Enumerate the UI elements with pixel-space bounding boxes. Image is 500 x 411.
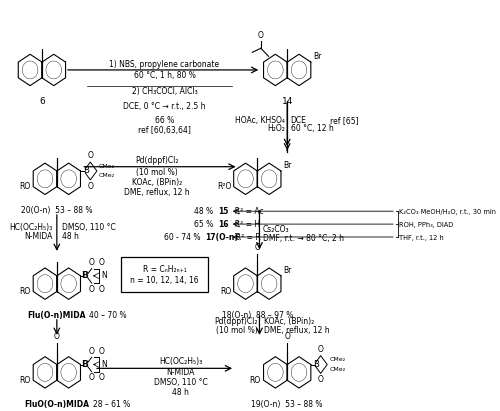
Text: KOAc, (BPin)₂: KOAc, (BPin)₂ [132, 178, 182, 187]
Text: Br: Br [284, 266, 292, 275]
Text: 48 h: 48 h [172, 388, 189, 397]
Text: N-MIDA: N-MIDA [24, 231, 52, 240]
Text: 28 – 61 %: 28 – 61 % [93, 399, 130, 409]
Text: CMe₂: CMe₂ [330, 367, 345, 372]
Text: O: O [318, 345, 324, 353]
Text: O: O [88, 182, 93, 191]
Text: 60 °C, 1 h, 80 %: 60 °C, 1 h, 80 % [134, 71, 196, 80]
Text: HOAc, KHSO₄: HOAc, KHSO₄ [235, 116, 285, 125]
Text: RO: RO [250, 376, 261, 385]
Text: Cs₂CO₃: Cs₂CO₃ [263, 225, 289, 234]
Text: DMF, r.t. → 80 °C, 2 h: DMF, r.t. → 80 °C, 2 h [263, 234, 344, 243]
Text: R = CₙH₂ₙ₊₁: R = CₙH₂ₙ₊₁ [143, 265, 186, 274]
Text: (10 mol %): (10 mol %) [136, 168, 178, 177]
Text: B: B [82, 271, 88, 280]
Text: R² = Ac: R² = Ac [230, 207, 264, 216]
Text: O: O [54, 332, 60, 341]
Text: DCE: DCE [290, 116, 306, 125]
Text: B: B [82, 166, 88, 175]
Text: O: O [88, 285, 94, 294]
Text: K₂CO₃ MeOH/H₂O, r.t., 30 min: K₂CO₃ MeOH/H₂O, r.t., 30 min [399, 209, 496, 215]
Text: Br: Br [284, 161, 292, 170]
Text: 66 %: 66 % [155, 116, 174, 125]
Text: Pd(dppf)Cl₂: Pd(dppf)Cl₂ [136, 156, 179, 165]
Text: O: O [88, 151, 93, 160]
Text: O: O [88, 258, 94, 267]
Text: O: O [88, 346, 94, 356]
Text: 15: 15 [218, 207, 228, 216]
Text: n = 10, 12, 14, 16: n = 10, 12, 14, 16 [130, 276, 199, 284]
Text: ref [65]: ref [65] [330, 116, 358, 125]
Text: KOAc, (BPin)₂: KOAc, (BPin)₂ [264, 317, 314, 326]
Text: O: O [258, 31, 264, 40]
Text: 2) CH₃COCl, AlCl₃: 2) CH₃COCl, AlCl₃ [132, 87, 198, 96]
FancyBboxPatch shape [121, 257, 208, 292]
Text: 60 - 74 %: 60 - 74 % [164, 233, 205, 242]
Text: O: O [284, 332, 290, 341]
Text: FluO(O-n)MIDA: FluO(O-n)MIDA [24, 399, 90, 409]
Text: 20(O-n)  53 – 88 %: 20(O-n) 53 – 88 % [21, 206, 92, 215]
Text: O: O [88, 374, 94, 382]
Text: R² = H: R² = H [230, 220, 260, 229]
Text: 14: 14 [282, 97, 293, 106]
Text: (10 mol %): (10 mol %) [216, 326, 258, 335]
Text: 16: 16 [218, 220, 228, 229]
Text: O: O [99, 258, 105, 267]
Text: Br: Br [314, 52, 322, 61]
Text: CMe₂: CMe₂ [99, 173, 115, 178]
Text: 60 °C, 12 h: 60 °C, 12 h [290, 124, 334, 133]
Text: 6: 6 [39, 97, 45, 106]
Text: R² = R: R² = R [230, 233, 260, 242]
Text: 48 h: 48 h [62, 231, 79, 240]
Text: RO: RO [220, 287, 231, 296]
Text: 19(O-n)  53 – 88 %: 19(O-n) 53 – 88 % [252, 399, 323, 409]
Text: ref [60,63,64]: ref [60,63,64] [138, 127, 191, 135]
Text: DME, reflux, 12 h: DME, reflux, 12 h [124, 188, 190, 197]
Text: N: N [102, 360, 107, 369]
Text: CMe₂: CMe₂ [330, 357, 345, 362]
Text: CMe₂: CMe₂ [99, 164, 115, 169]
Text: O: O [318, 375, 324, 384]
Text: ROH, PPh₃, DIAD: ROH, PPh₃, DIAD [399, 222, 453, 229]
Text: O: O [99, 346, 105, 356]
Text: THF, r.t., 12 h: THF, r.t., 12 h [399, 235, 444, 240]
Text: B: B [313, 360, 319, 369]
Text: RO: RO [20, 182, 30, 191]
Text: B: B [82, 360, 88, 369]
Text: DCE, 0 °C → r.t., 2.5 h: DCE, 0 °C → r.t., 2.5 h [124, 102, 206, 111]
Text: N-MIDA: N-MIDA [166, 368, 194, 377]
Text: HC(OC₂H₅)₃: HC(OC₂H₅)₃ [159, 357, 202, 366]
Text: DMSO, 110 °C: DMSO, 110 °C [154, 379, 208, 388]
Text: 17(O-n): 17(O-n) [205, 233, 238, 242]
Text: DMSO, 110 °C: DMSO, 110 °C [62, 223, 116, 232]
Text: O: O [99, 374, 105, 382]
Text: Pd(dppf)Cl₂: Pd(dppf)Cl₂ [214, 317, 258, 326]
Text: O: O [254, 243, 260, 252]
Text: O: O [99, 285, 105, 294]
Text: RO: RO [20, 287, 30, 296]
Text: RO: RO [20, 376, 30, 385]
Text: H₂O₂: H₂O₂ [267, 124, 285, 133]
Text: HC(OC₂H₅)₃: HC(OC₂H₅)₃ [10, 223, 52, 232]
Text: 18(O-n)  88 – 97 %: 18(O-n) 88 – 97 % [222, 311, 293, 320]
Text: N: N [102, 271, 107, 280]
Text: Flu(O-n)MIDA: Flu(O-n)MIDA [28, 311, 86, 320]
Text: 1) NBS, propylene carbonate: 1) NBS, propylene carbonate [110, 60, 220, 69]
Text: 48 %: 48 % [194, 207, 218, 216]
Text: DME, reflux, 12 h: DME, reflux, 12 h [264, 326, 330, 335]
Text: 65 %: 65 % [194, 220, 218, 229]
Text: 40 – 70 %: 40 – 70 % [89, 311, 126, 320]
Text: R²O: R²O [217, 182, 231, 191]
